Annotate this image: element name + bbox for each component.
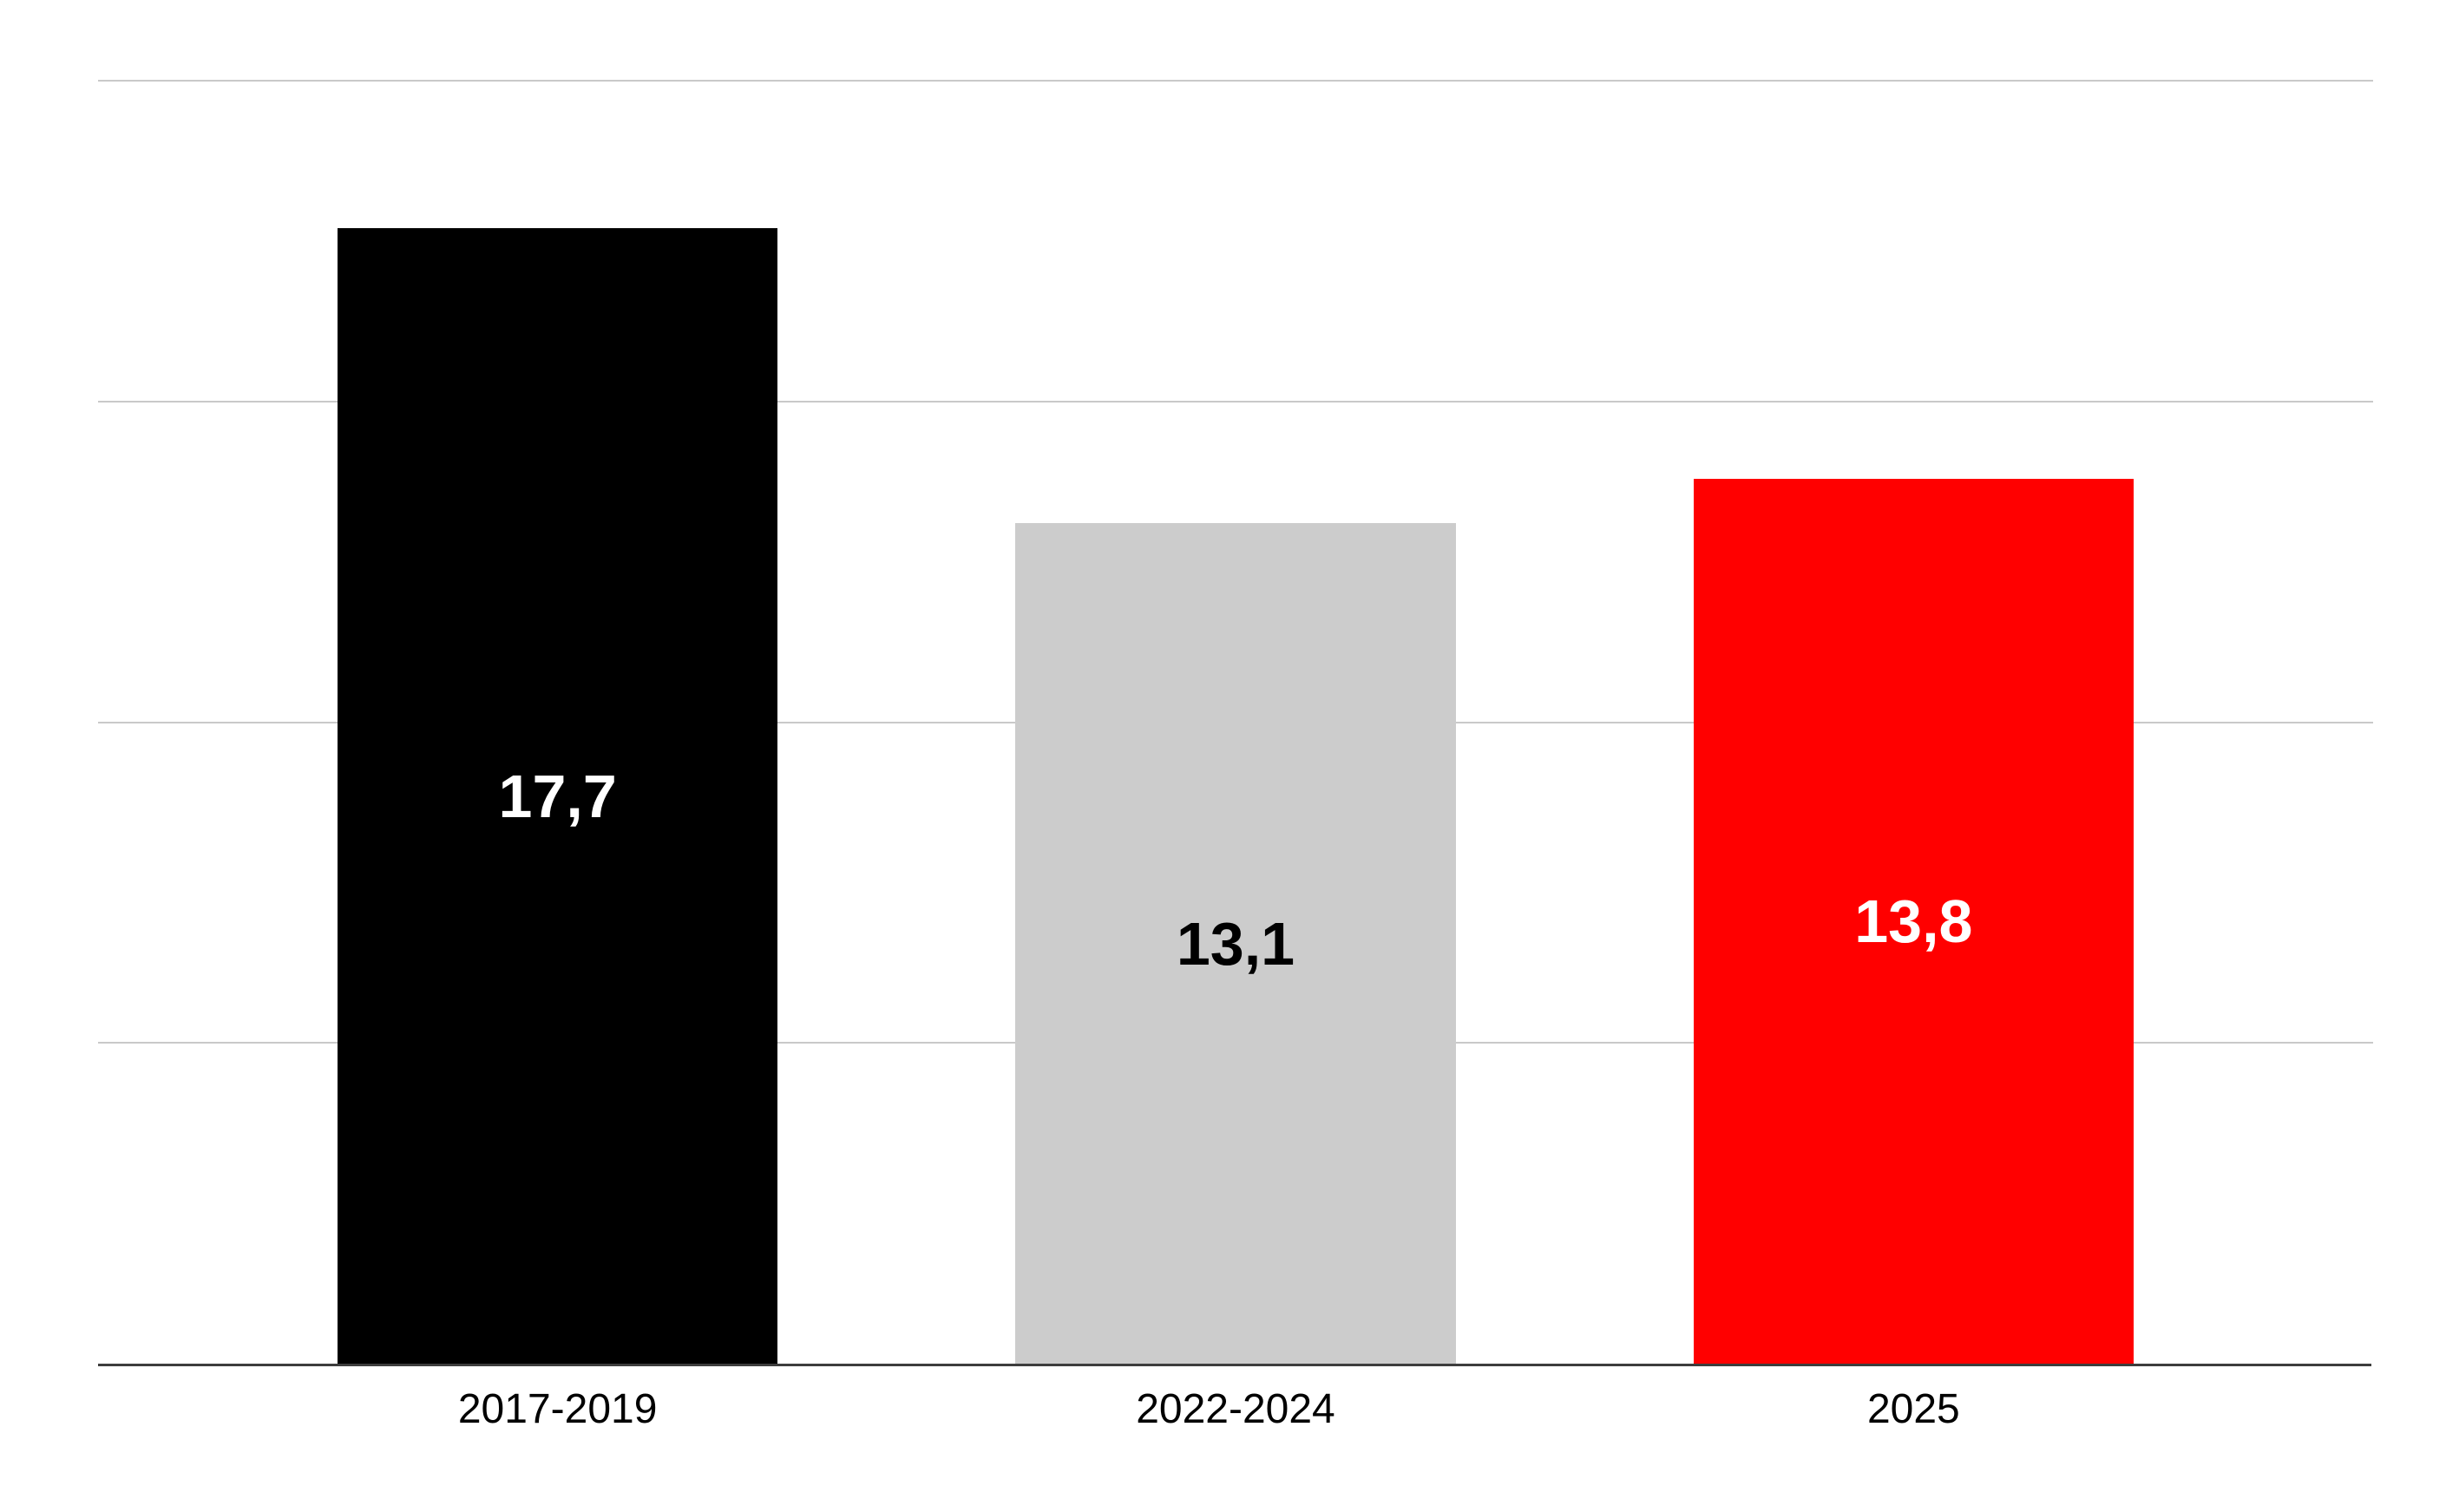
- x-axis-line: [98, 1364, 2371, 1366]
- bar-2025: 13,8: [1693, 478, 2134, 1364]
- bar-2017-2019: 17,7: [338, 228, 778, 1364]
- plot-area: 17,7 2017-2019 13,1 2022-2024 13,8 2025: [98, 80, 2373, 1430]
- gridline: [98, 400, 2373, 403]
- bar-2022-2024: 13,1: [1015, 523, 1456, 1364]
- bar-value-label: 13,8: [1854, 887, 1973, 955]
- gridline: [98, 80, 2373, 82]
- bar-value-label: 17,7: [498, 762, 617, 830]
- x-axis-label: 2017-2019: [457, 1386, 658, 1432]
- x-axis-label: 2022-2024: [1136, 1386, 1335, 1432]
- x-axis-label: 2025: [1866, 1386, 1960, 1432]
- bar-value-label: 13,1: [1176, 909, 1295, 978]
